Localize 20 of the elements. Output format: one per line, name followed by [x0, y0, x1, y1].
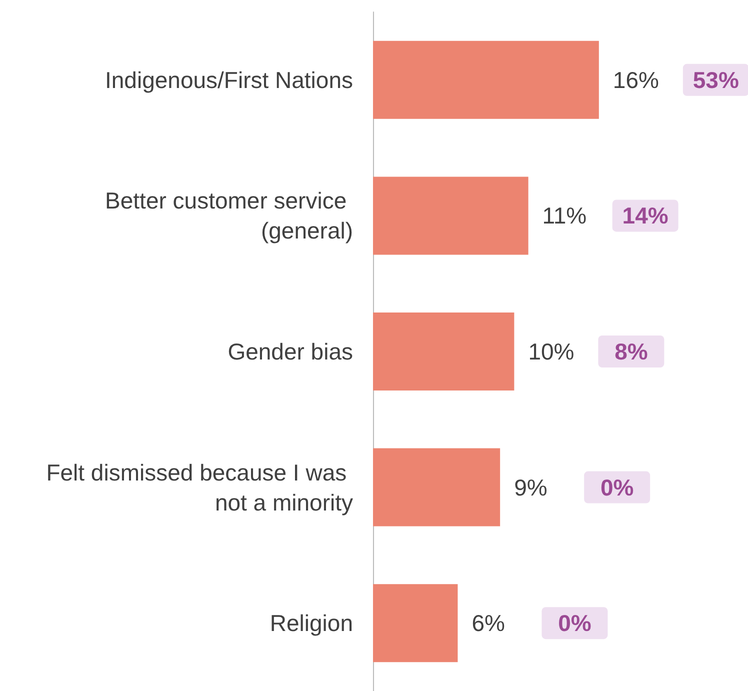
bar [373, 448, 500, 526]
text: 8% [614, 338, 648, 364]
text: 0% [600, 474, 634, 500]
data-label: 11% [542, 202, 587, 229]
data-label: 16% [612, 66, 659, 93]
data-label: 9% [514, 474, 548, 500]
data-label: 6% [472, 610, 505, 636]
bar [373, 312, 514, 390]
text: 53% [692, 66, 739, 93]
y-tick-label: Felt dismissed because I was not a minority [46, 459, 354, 516]
y-tick-label: Gender bias [228, 338, 353, 364]
y-tick-label: Religion [270, 610, 353, 636]
bar [373, 584, 458, 662]
bar [373, 176, 528, 255]
bar [373, 40, 599, 119]
y-tick-label: Indigenous/First Nations [104, 66, 353, 93]
text: 14% [622, 202, 668, 229]
annotation: 0% [558, 610, 592, 636]
data-label: 10% [528, 338, 574, 364]
y-tick-label: Better customer service (general) [105, 188, 353, 244]
